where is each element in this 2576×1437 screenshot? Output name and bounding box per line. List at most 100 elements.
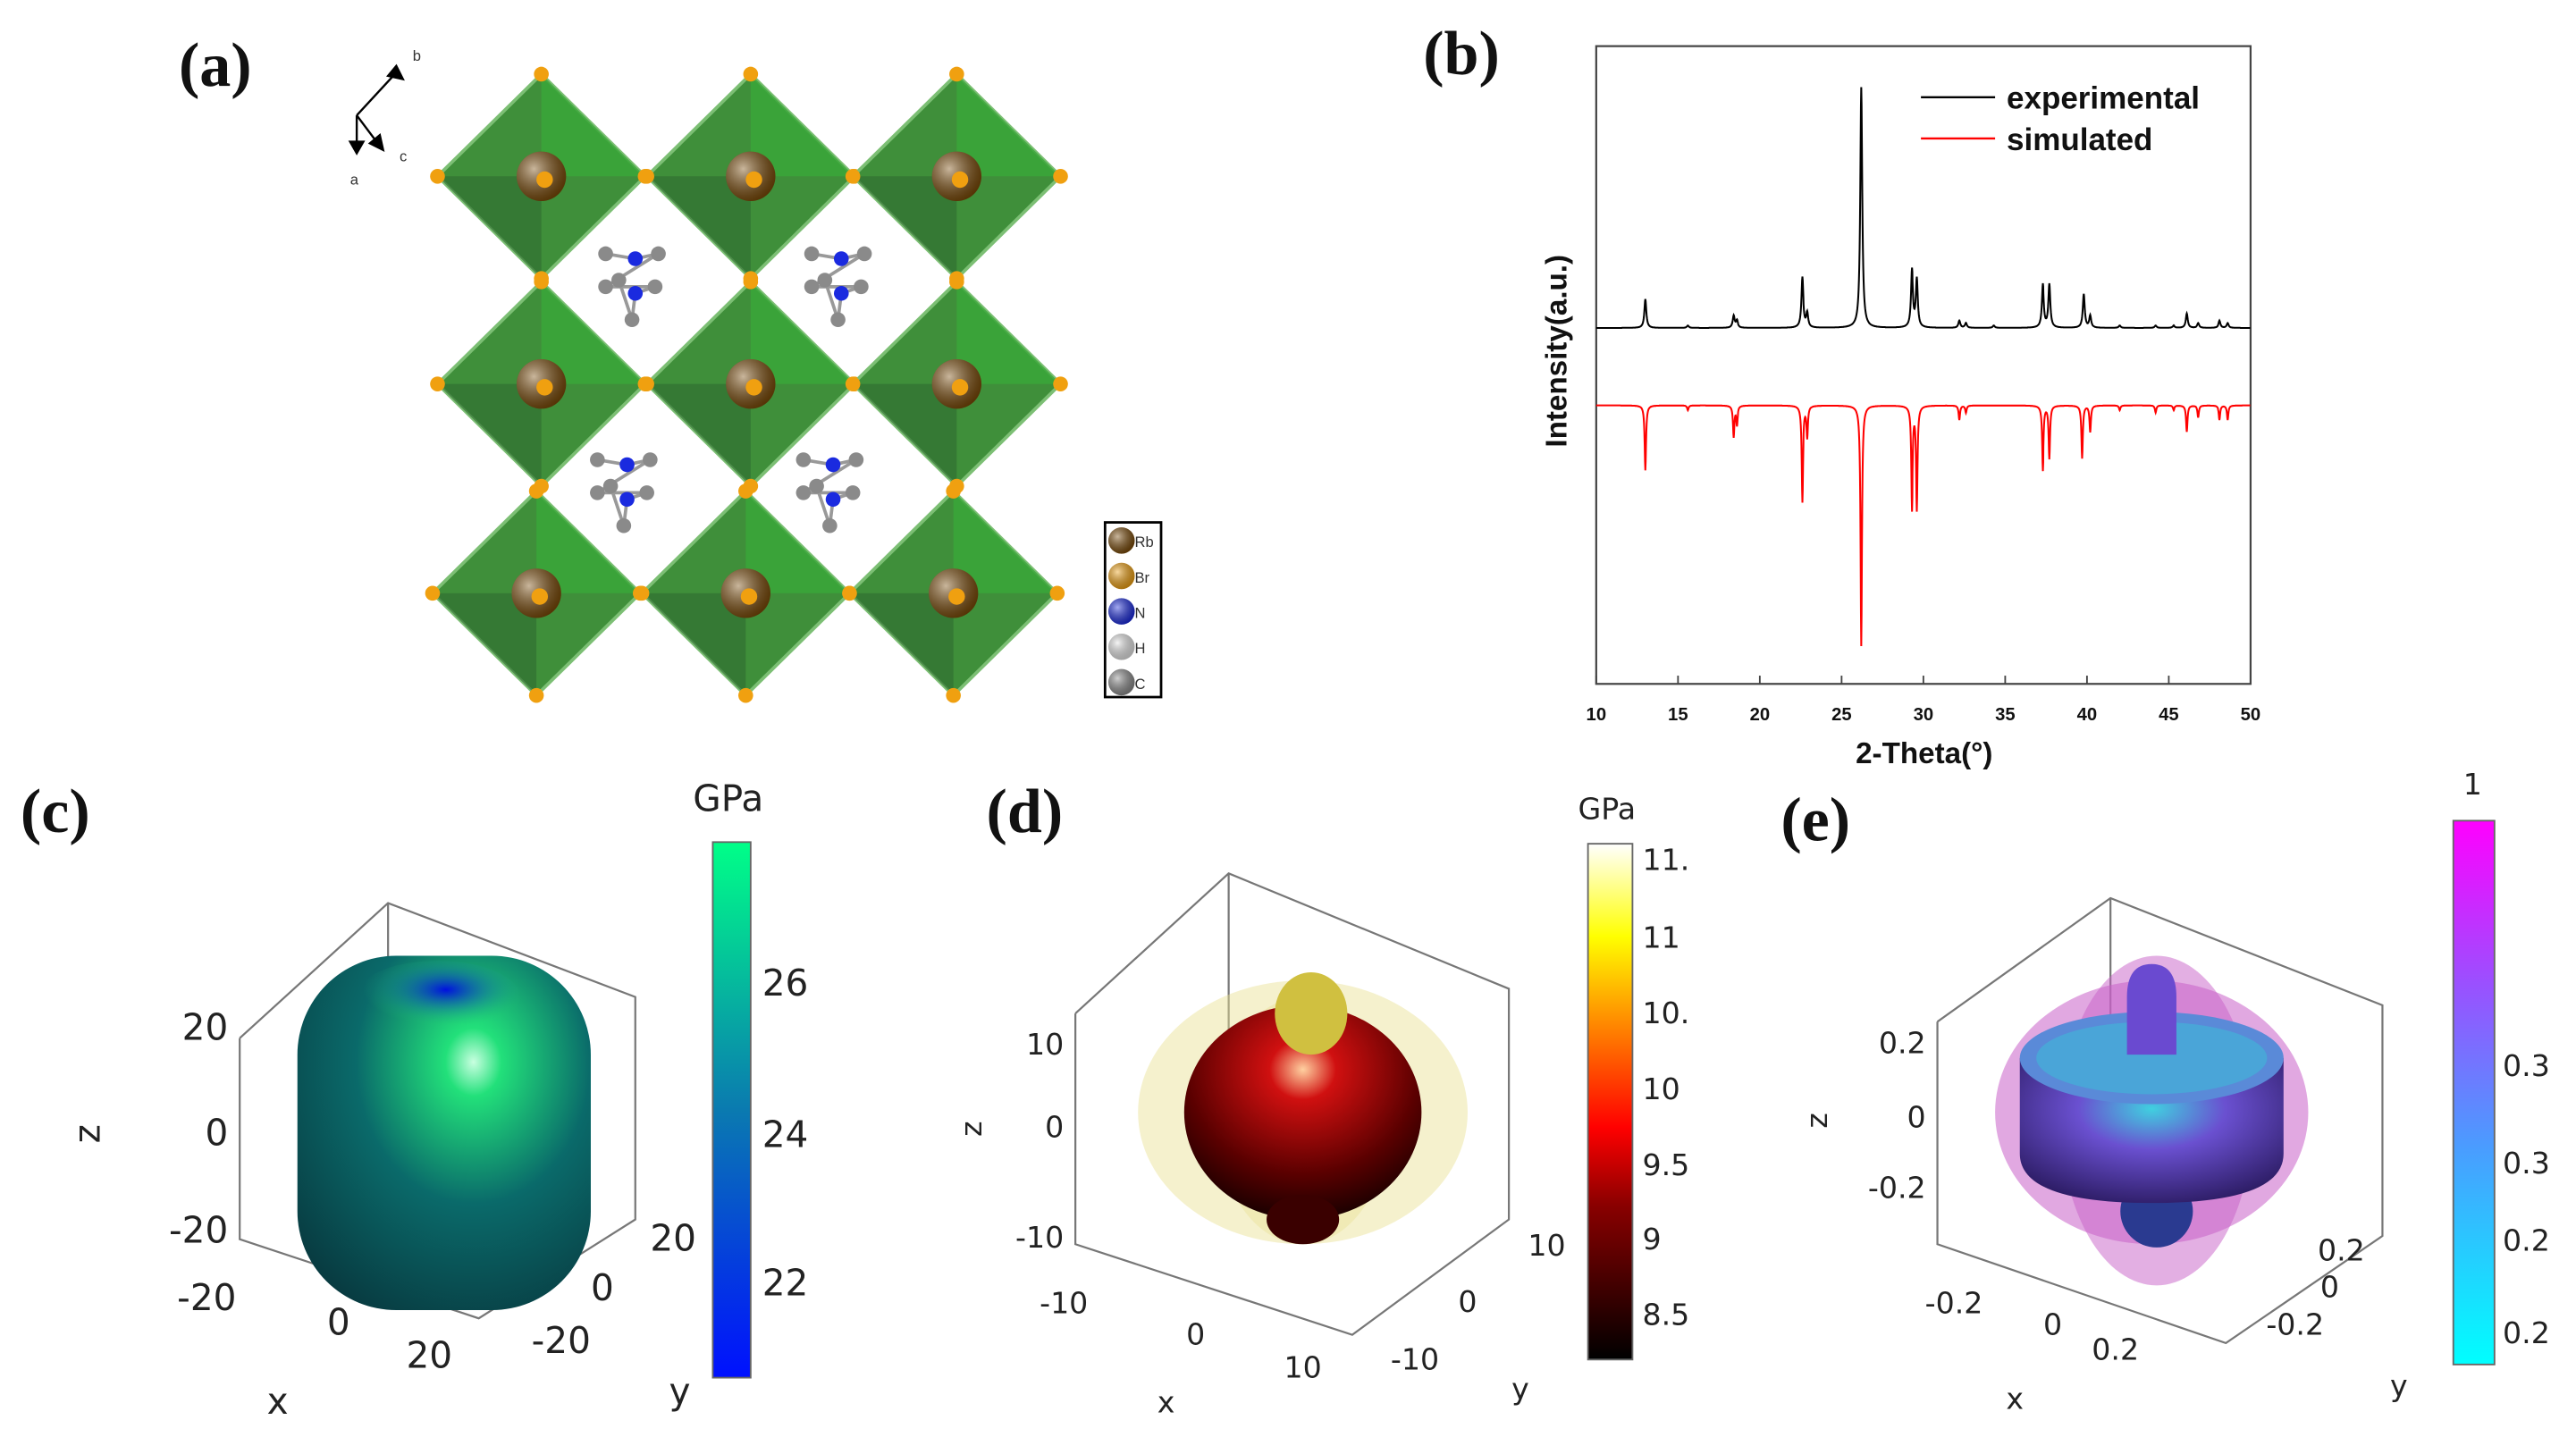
br-atom	[946, 687, 961, 703]
x-tick: -0.2	[1925, 1286, 1983, 1321]
br-atom	[949, 66, 964, 82]
axis-b-label: b	[413, 47, 421, 64]
y-tick: 0	[591, 1266, 614, 1309]
atom-legend: Rb Br N H C	[1103, 521, 1163, 699]
br-atom	[528, 483, 544, 499]
br-atom	[1053, 169, 1068, 184]
y-tick: 20	[650, 1217, 696, 1260]
colorbar-tick: 0.2	[2503, 1315, 2550, 1350]
y-tick: -0.2	[2266, 1307, 2324, 1342]
br-atom	[639, 169, 654, 184]
x-axis-label: 2-Theta(°)	[1856, 737, 1992, 770]
colorbar-tick: 22	[762, 1261, 809, 1304]
x-tick-label: 40	[2077, 705, 2098, 725]
x-tick: 0	[327, 1301, 350, 1344]
series-experimental-line	[1595, 87, 2251, 329]
y-tick: -10	[1391, 1341, 1439, 1376]
panel-label-a: (a)	[179, 31, 252, 100]
octahedron	[845, 274, 1068, 494]
legend-label: C	[1135, 676, 1146, 693]
colorbar-tick: 9.5	[1642, 1147, 1689, 1182]
br-atom	[946, 483, 961, 499]
x-tick: 0.2	[2092, 1332, 2139, 1366]
octahedron	[842, 483, 1065, 703]
br-atom	[534, 274, 549, 290]
colorbar-tick: 10	[1642, 1071, 1679, 1106]
elastic-plot-c: GPa 26 24 22 20 0 -20 -20 0 20 20 0 -20 …	[65, 777, 808, 1423]
imidazolium-molecule	[804, 246, 872, 328]
x-tick: 10	[1284, 1350, 1321, 1385]
x-axis-label: x	[2006, 1382, 2024, 1416]
octahedron	[639, 66, 863, 286]
x-tick: 20	[406, 1334, 452, 1377]
colorbar-tick: 10.	[1642, 996, 1689, 1030]
br-atom	[430, 169, 445, 184]
br-atom	[534, 66, 549, 82]
z-axis-label: z	[954, 1121, 989, 1136]
surface-d	[1183, 1004, 1422, 1220]
z-axis-label: z	[65, 1124, 108, 1143]
x-tick-label: 25	[1831, 705, 1852, 725]
colorbar-c	[711, 841, 752, 1379]
x-axis-label: x	[1158, 1384, 1175, 1419]
octahedron	[430, 274, 653, 494]
colorbar-e	[2452, 819, 2496, 1366]
octahedron	[430, 66, 653, 286]
x-tick: 0	[2043, 1307, 2062, 1342]
br-atom	[845, 169, 861, 184]
br-atom	[949, 274, 964, 290]
z-tick: -0.2	[1868, 1171, 1926, 1206]
colorbar-tick: 0.2	[2503, 1223, 2550, 1258]
axis-indicator	[348, 63, 405, 155]
octahedron	[425, 483, 648, 703]
colorbar-unit-c: GPa	[693, 777, 763, 819]
br-atom	[738, 483, 753, 499]
z-tick: 10	[1026, 1027, 1064, 1062]
x-tick: -10	[1040, 1286, 1088, 1321]
surface-c	[297, 955, 591, 1311]
x-tick-label: 50	[2241, 705, 2261, 725]
y-tick: 0.2	[2318, 1233, 2365, 1268]
br-atom	[639, 376, 654, 391]
y-tick: 10	[1528, 1228, 1565, 1263]
z-tick: 0	[1907, 1099, 1926, 1134]
legend-label-experimental: experimental	[2007, 81, 2200, 116]
z-tick: -20	[169, 1208, 228, 1251]
colorbar-tick: 8.5	[1642, 1298, 1689, 1332]
imidazolium-molecule	[598, 246, 666, 328]
octahedron	[634, 483, 857, 703]
x-tick-label: 10	[1587, 705, 1607, 725]
imidazolium-molecule	[796, 452, 864, 534]
x-tick-label: 20	[1750, 705, 1771, 725]
legend-label: N	[1135, 605, 1146, 622]
crystal-structure	[425, 66, 1068, 703]
br-atom	[842, 585, 857, 601]
br-atom	[634, 585, 650, 601]
colorbar-d	[1587, 843, 1634, 1361]
series-simulated-line	[1595, 404, 2251, 647]
colorbar-tick: 11.	[1642, 843, 1689, 878]
br-atom	[845, 376, 861, 391]
colorbar-tick: 9	[1642, 1222, 1661, 1256]
x-tick: 0	[1186, 1317, 1205, 1352]
panel-label-d: (d)	[987, 777, 1064, 846]
z-tick: -10	[1015, 1220, 1064, 1255]
br-atom	[430, 376, 445, 391]
x-tick-label: 45	[2159, 705, 2179, 725]
colorbar-tick: 0.3	[2503, 1146, 2550, 1181]
y-tick: 0	[2320, 1269, 2339, 1304]
br-atom	[528, 687, 544, 703]
legend-label: H	[1135, 640, 1146, 657]
legend-label-simulated: simulated	[2007, 122, 2152, 157]
legend-label: Br	[1135, 569, 1150, 586]
x-tick-label: 15	[1668, 705, 1688, 725]
z-tick: 0	[205, 1112, 228, 1155]
axis-c-label: c	[400, 148, 407, 165]
panel-label-e: (e)	[1780, 786, 1850, 854]
imidazolium-molecule	[590, 452, 658, 534]
br-atom	[1049, 585, 1065, 601]
z-tick: 0	[1045, 1109, 1064, 1144]
y-axis-label: Intensity(a.u.)	[1541, 255, 1574, 448]
